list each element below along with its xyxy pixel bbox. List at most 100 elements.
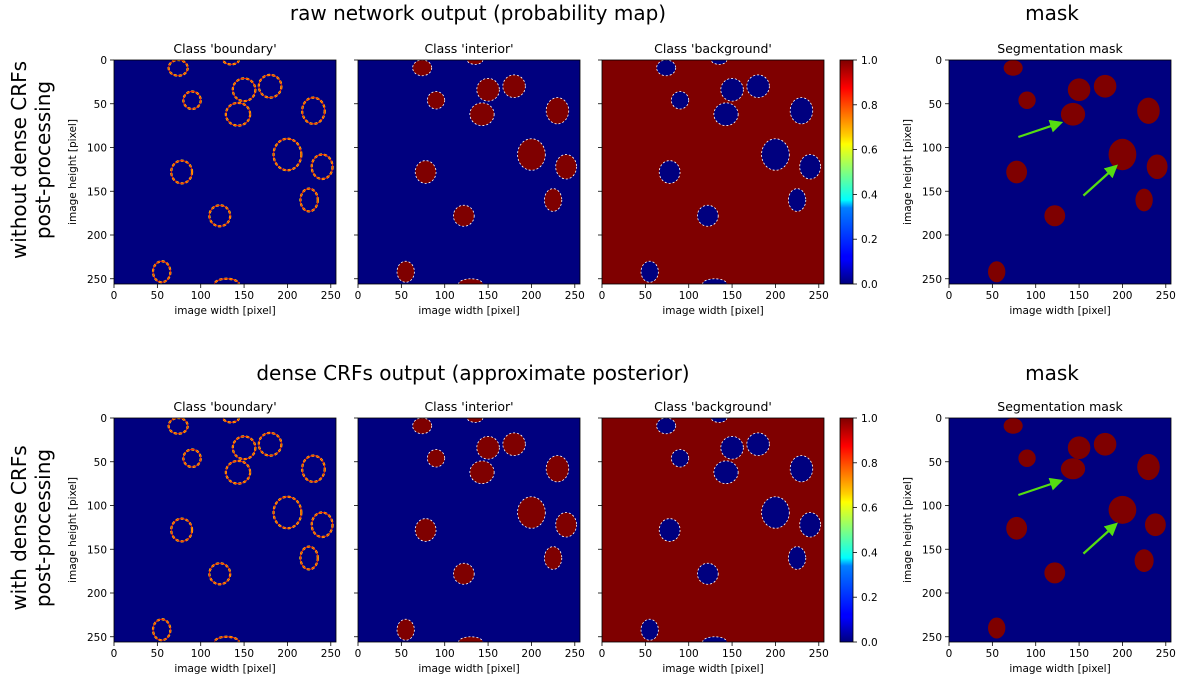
panel-title: Class 'interior' — [424, 41, 513, 56]
heatmap-image — [358, 418, 580, 642]
boundary-contour-core — [273, 138, 302, 171]
mask-nucleus — [1044, 205, 1066, 227]
mask-nucleus — [1060, 102, 1086, 126]
panel-title: Class 'interior' — [424, 399, 513, 414]
x-tick-label: 100 — [191, 648, 211, 660]
background-hole — [710, 60, 728, 65]
y-tick-label: 150 — [922, 186, 942, 198]
x-tick-label: 50 — [986, 290, 999, 302]
x-tick-label: 100 — [1026, 290, 1046, 302]
x-axis-label: image width [pixel] — [418, 305, 519, 317]
prob-panel: Class 'background' 0 50 100 150 200 250 image w… — [598, 399, 829, 675]
y-tick-label: 250 — [87, 632, 107, 644]
background-hole — [799, 512, 821, 538]
heatmap-bg — [114, 60, 336, 284]
mask-nucleus — [1018, 449, 1036, 467]
interior-region — [396, 618, 415, 641]
boundary-contour-core — [311, 154, 333, 180]
mask-panel: Segmentation mask 0 50 100 150 200 250 image wi… — [902, 41, 1176, 317]
interior-region — [476, 77, 500, 102]
row-label-2-line2: post-processing — [31, 449, 55, 607]
x-tick-label: 250 — [1156, 290, 1176, 302]
section-title-mask-1: mask — [1025, 1, 1079, 25]
background-hole — [670, 91, 690, 110]
boundary-contour-core — [258, 432, 282, 457]
y-tick-label: 100 — [922, 501, 942, 513]
background-hole — [720, 77, 744, 102]
colorbar-tick-label: 0.0 — [861, 279, 878, 291]
x-tick-label: 200 — [1112, 290, 1132, 302]
x-axis-label: image width [pixel] — [1009, 305, 1110, 317]
y-tick-label: 150 — [87, 544, 107, 556]
background-hole — [696, 204, 719, 227]
interior-region — [452, 204, 475, 227]
x-tick-label: 250 — [809, 648, 829, 660]
colorbar: 0.0 0.2 0.4 0.6 0.8 1.0 — [839, 55, 878, 291]
y-tick-label: 250 — [922, 632, 942, 644]
background-hole — [656, 418, 677, 435]
interior-region — [544, 546, 563, 570]
boundary-contour-core — [214, 278, 240, 284]
x-tick-label: 50 — [639, 648, 652, 660]
interior-region — [452, 562, 475, 585]
background-hole — [670, 449, 690, 468]
interior-region — [476, 435, 500, 460]
heatmap-bg — [114, 418, 336, 642]
background-hole — [788, 546, 807, 570]
x-tick-label: 0 — [946, 290, 953, 302]
boundary-contour-core — [170, 160, 193, 184]
boundary-contour-core — [168, 60, 189, 77]
x-tick-label: 150 — [722, 290, 742, 302]
background-hole — [656, 60, 677, 77]
mask-nucleus — [1006, 516, 1028, 540]
boundary-contour-core — [208, 562, 231, 585]
row-label-1-line1: without dense CRFs — [7, 61, 31, 259]
y-tick-label: 0 — [935, 55, 942, 67]
interior-region — [412, 60, 433, 77]
x-tick-label: 100 — [435, 290, 455, 302]
row-label-2-line1: with dense CRFs — [7, 445, 31, 610]
colorbar-tick-label: 0.4 — [861, 547, 878, 559]
panel-title: Segmentation mask — [997, 41, 1123, 56]
colorbar-tick-label: 0.6 — [861, 145, 878, 157]
mask-nucleus — [1146, 154, 1168, 179]
y-axis-label: image height [pixel] — [67, 477, 79, 583]
mask-nucleus — [1108, 138, 1137, 171]
y-tick-label: 100 — [922, 143, 942, 155]
interior-region — [555, 154, 577, 180]
x-tick-label: 150 — [1069, 648, 1089, 660]
background-hole — [658, 160, 681, 184]
heatmap-image — [114, 418, 336, 642]
prob-panel: Class 'boundary' 0 50 100 150 200 250 image wid… — [67, 399, 341, 675]
section-title-crf: dense CRFs output (approximate posterior… — [256, 361, 689, 385]
heatmap-bg — [602, 418, 824, 642]
colorbar-gradient — [839, 59, 854, 285]
boundary-contour-core — [152, 618, 171, 641]
axes-frame — [357, 417, 581, 643]
mask-image — [949, 418, 1171, 642]
x-tick-label: 250 — [321, 648, 341, 660]
heatmap-image — [602, 60, 824, 284]
interior-region — [544, 188, 563, 212]
x-axis-label: image width [pixel] — [1009, 663, 1110, 675]
x-tick-label: 0 — [355, 648, 362, 660]
interior-region — [458, 636, 484, 642]
x-tick-label: 200 — [765, 648, 785, 660]
x-tick-label: 100 — [191, 290, 211, 302]
mask-nucleus — [1067, 78, 1091, 102]
boundary-contour-core — [299, 546, 319, 570]
y-tick-label: 0 — [935, 413, 942, 425]
colorbar-tick-label: 0.8 — [861, 458, 878, 470]
background-hole — [799, 154, 821, 180]
mask-nucleus — [1018, 91, 1036, 109]
boundary-contour-core — [301, 455, 326, 483]
interior-region — [466, 60, 484, 65]
background-hole — [702, 278, 728, 284]
colorbar-tick-label: 0.6 — [861, 503, 878, 515]
x-tick-label: 50 — [395, 648, 408, 660]
y-tick-label: 200 — [87, 230, 107, 242]
x-tick-label: 100 — [1026, 648, 1046, 660]
x-tick-label: 200 — [521, 290, 541, 302]
background-hole — [640, 260, 659, 283]
section-title-mask-2: mask — [1025, 361, 1079, 385]
